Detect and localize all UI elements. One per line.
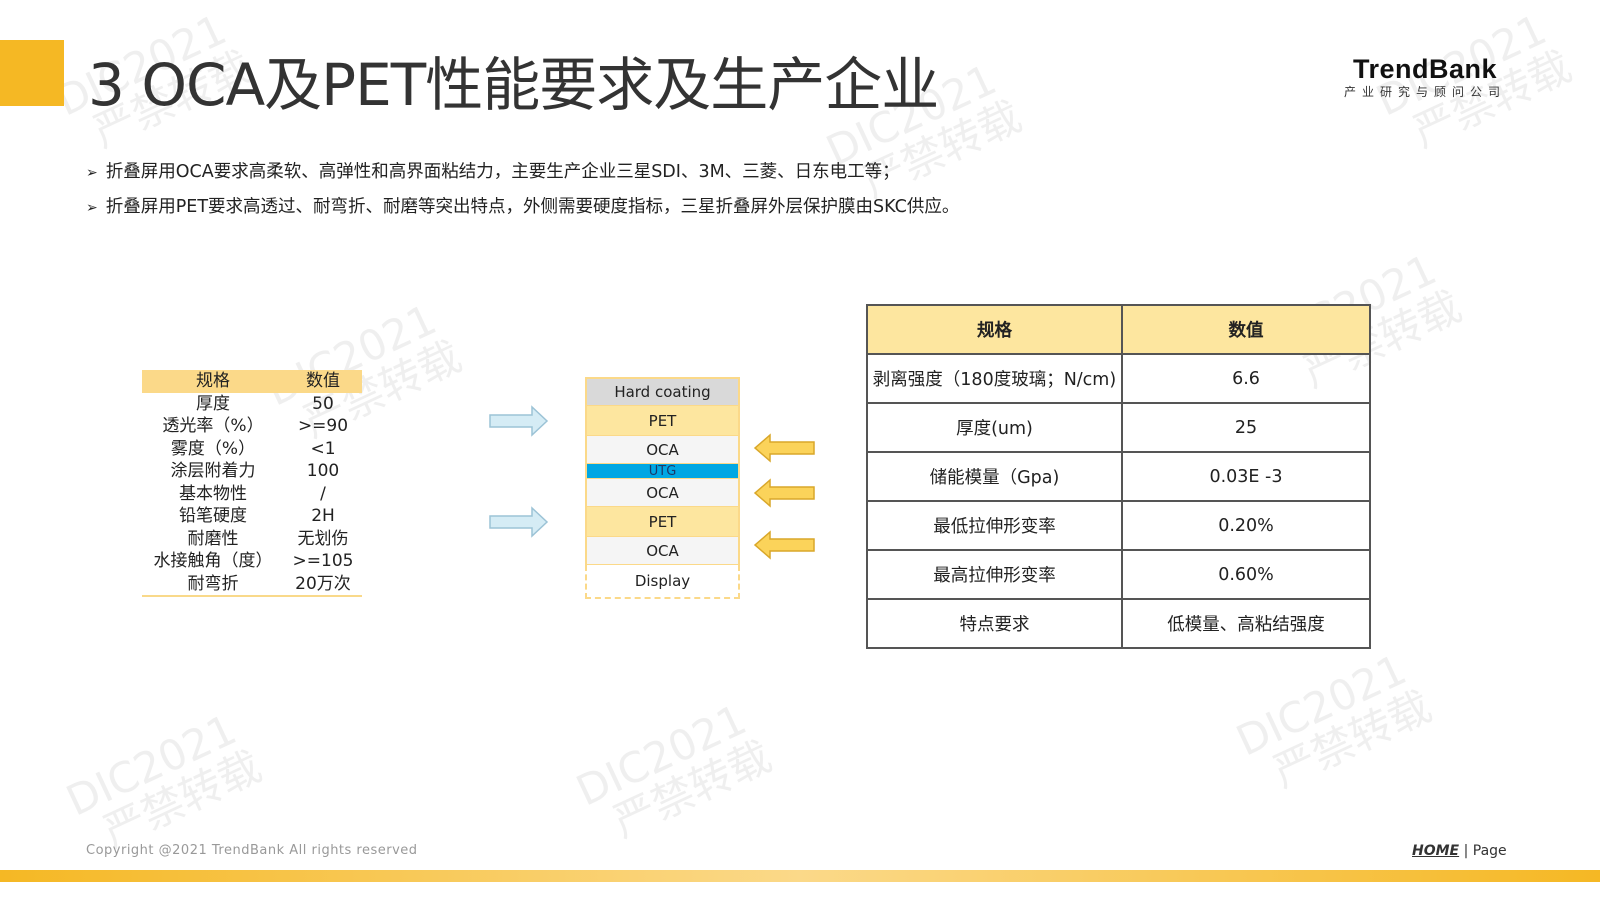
table-row: 透光率（%） >=90	[142, 415, 362, 438]
arrow-bullet-icon: ➢	[86, 200, 98, 216]
right-arrow-icon	[489, 405, 549, 437]
separator: |	[1459, 843, 1473, 859]
table-row: 水接触角（度） >=105	[142, 550, 362, 573]
cell: 最高拉伸形变率	[866, 549, 1123, 600]
cell: >=105	[292, 551, 354, 571]
table-row: 最低拉伸形变率 0.20%	[866, 500, 1371, 551]
table-row: 耐磨性 无划伤	[142, 528, 362, 551]
watermark-line: 严禁转载	[1265, 681, 1439, 798]
table-row: 特点要求 低模量、高粘结强度	[866, 598, 1371, 649]
table-header: 规格 数值	[866, 304, 1371, 355]
layer-hard-coating: Hard coating	[585, 377, 740, 406]
layer-display: Display	[585, 565, 740, 599]
table-row: 储能模量（Gpa) 0.03E -3	[866, 451, 1371, 502]
home-link[interactable]: HOME	[1412, 843, 1460, 859]
left-arrow-icon	[753, 530, 815, 560]
cell: 50	[312, 393, 334, 414]
watermark-line: 严禁转载	[605, 731, 779, 848]
cell: 数值	[306, 371, 340, 391]
cell: 特点要求	[866, 598, 1123, 649]
layer-oca: OCA	[585, 537, 740, 565]
layer-stack-diagram: Hard coating PET OCA UTG OCA PET OCA Display	[585, 377, 740, 599]
cell: 2H	[311, 506, 335, 526]
cell: 水接触角（度）	[153, 551, 273, 571]
layer-oca: OCA	[585, 479, 740, 507]
footer-nav: HOME | Page	[1412, 843, 1507, 859]
table-row: 厚度 50	[142, 393, 362, 416]
layer-utg: UTG	[585, 464, 740, 479]
layer-oca: OCA	[585, 436, 740, 464]
logo-tagline: 产业研究与顾问公司	[1344, 85, 1507, 99]
watermark-line: DIC2021	[568, 694, 754, 816]
table-row: 雾度（%） <1	[142, 438, 362, 461]
cell: <1	[310, 438, 336, 459]
cell: 涂层附着力	[170, 461, 256, 481]
cell: 基本物性	[179, 483, 247, 504]
table-row: 最高拉伸形变率 0.60%	[866, 549, 1371, 600]
left-arrow-icon	[753, 433, 815, 463]
cell: /	[320, 483, 326, 504]
cell: 透光率（%）	[162, 416, 264, 436]
cell: 0.20%	[1121, 500, 1371, 551]
title-accent-block	[0, 40, 64, 106]
cell: 20万次	[295, 573, 351, 594]
cell: 厚度	[196, 393, 230, 414]
cell: 厚度(um)	[866, 402, 1123, 453]
cell: 0.60%	[1121, 549, 1371, 600]
cell: 铅笔硬度	[179, 506, 247, 526]
table-row: 基本物性 /	[142, 483, 362, 506]
cell: 储能模量（Gpa)	[866, 451, 1123, 502]
footer-bar	[0, 870, 1600, 882]
table-row: 厚度(um) 25	[866, 402, 1371, 453]
cell: 耐弯折	[187, 573, 239, 594]
table-row: 涂层附着力 100	[142, 460, 362, 483]
cell: 规格	[196, 371, 230, 391]
cell: 剥离强度（180度玻璃；N/cm)	[866, 353, 1123, 404]
table-header: 规格 数值	[142, 370, 362, 393]
cell: 6.6	[1121, 353, 1371, 404]
cell: 雾度（%）	[170, 438, 256, 459]
arrow-bullet-icon: ➢	[86, 165, 98, 181]
layer-pet: PET	[585, 507, 740, 537]
oca-spec-table: 规格 数值 剥离强度（180度玻璃；N/cm) 6.6 厚度(um) 25 储能模量（Gpa…	[866, 304, 1371, 649]
cell: 耐磨性	[187, 528, 239, 549]
oca-arrows	[753, 433, 815, 560]
cell: 25	[1121, 402, 1371, 453]
cell: 100	[306, 461, 340, 481]
pet-spec-table: 规格 数值 厚度 50 透光率（%） >=90 雾度（%） <1 涂层附着力 100 基本物性 / 铅笔…	[142, 370, 362, 597]
cell: 低模量、高粘结强度	[1121, 598, 1371, 649]
cell: >=90	[297, 416, 349, 436]
table-row: 铅笔硬度 2H	[142, 505, 362, 528]
cell: 数值	[1121, 304, 1371, 355]
cell: 最低拉伸形变率	[866, 500, 1123, 551]
watermark-line: DIC2021	[58, 704, 244, 826]
logo: TrendBank 产业研究与顾问公司	[1344, 54, 1506, 100]
copyright: Copyright @2021 TrendBank All rights res…	[86, 843, 418, 858]
right-arrow-icon	[489, 506, 549, 538]
bullet-text: 折叠屏用OCA要求高柔软、高弹性和高界面粘结力，主要生产企业三星SDI、3M、三…	[105, 162, 900, 182]
left-arrow-icon	[753, 478, 815, 508]
bullet-oca: ➢ 折叠屏用OCA要求高柔软、高弹性和高界面粘结力，主要生产企业三星SDI、3M、…	[86, 158, 900, 183]
cell: 0.03E -3	[1121, 451, 1371, 502]
pet-arrows	[489, 405, 549, 538]
watermark-line: DIC2021	[1228, 644, 1414, 766]
page-label: Page	[1472, 843, 1507, 859]
bullet-text: 折叠屏用PET要求高透过、耐弯折、耐磨等突出特点，外侧需要硬度指标，三星折叠屏外…	[105, 197, 960, 217]
table-row: 剥离强度（180度玻璃；N/cm) 6.6	[866, 353, 1371, 404]
bullet-pet: ➢ 折叠屏用PET要求高透过、耐弯折、耐磨等突出特点，外侧需要硬度指标，三星折叠屏…	[86, 193, 959, 218]
cell: 无划伤	[297, 528, 349, 549]
table-row: 耐弯折 20万次	[142, 573, 362, 596]
page-title: 3 OCA及PET性能要求及生产企业	[88, 51, 939, 119]
cell: 规格	[866, 304, 1123, 355]
logo-name: TrendBank	[1352, 54, 1498, 84]
layer-pet: PET	[585, 406, 740, 436]
